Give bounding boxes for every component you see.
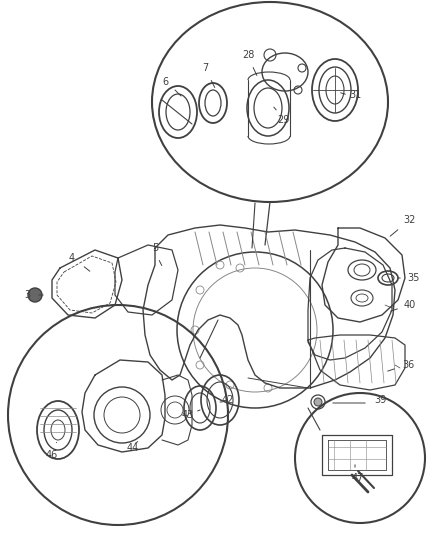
Text: 4: 4 [69, 253, 75, 263]
Text: 7: 7 [202, 63, 208, 73]
Text: 44: 44 [127, 443, 139, 453]
Text: 39: 39 [374, 395, 386, 405]
Text: 5: 5 [152, 243, 158, 253]
Text: 3: 3 [24, 290, 30, 300]
Text: 32: 32 [404, 215, 416, 225]
Circle shape [28, 288, 42, 302]
Text: 28: 28 [242, 50, 254, 60]
Text: 29: 29 [277, 115, 289, 125]
Text: 6: 6 [162, 77, 168, 87]
Text: 35: 35 [407, 273, 419, 283]
Text: 46: 46 [46, 450, 58, 460]
Text: 31: 31 [349, 90, 361, 100]
Text: 42: 42 [222, 395, 234, 405]
Text: 47: 47 [352, 473, 364, 483]
Text: 43: 43 [182, 410, 194, 420]
Circle shape [314, 398, 322, 406]
Text: 36: 36 [402, 360, 414, 370]
Text: 40: 40 [404, 300, 416, 310]
